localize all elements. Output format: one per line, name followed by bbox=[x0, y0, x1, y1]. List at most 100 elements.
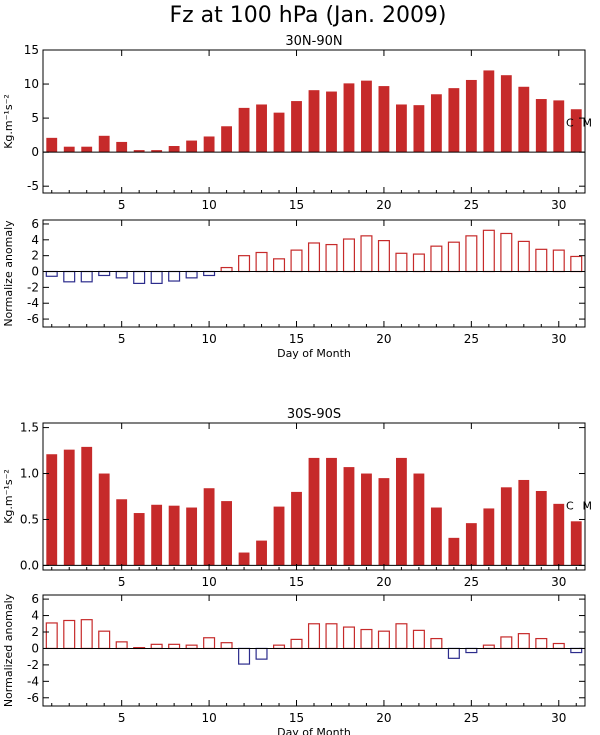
x-tick-label: 15 bbox=[289, 575, 304, 589]
bar-day-27 bbox=[500, 636, 513, 650]
bar-day-9 bbox=[186, 507, 198, 566]
bar-day-23 bbox=[430, 507, 442, 566]
bar-day-30 bbox=[552, 642, 565, 650]
bar-day-20 bbox=[377, 630, 390, 650]
bar-day-31 bbox=[570, 109, 582, 153]
y-tick-label: 2 bbox=[31, 249, 39, 263]
bar-day-22 bbox=[412, 629, 425, 650]
x-tick-label: 20 bbox=[376, 332, 391, 346]
y-tick-label: 0.5 bbox=[20, 512, 39, 526]
bar-day-29 bbox=[535, 99, 547, 153]
bar-day-15 bbox=[290, 249, 303, 273]
y-tick-label: 4 bbox=[31, 233, 39, 247]
bar-day-2 bbox=[63, 146, 75, 153]
bar-day-24 bbox=[448, 88, 460, 153]
bar-day-28 bbox=[517, 240, 530, 273]
x-tick-label: 5 bbox=[118, 332, 126, 346]
bar-day-18 bbox=[343, 83, 355, 153]
x-tick-label: 30 bbox=[551, 332, 566, 346]
bar-day-19 bbox=[361, 80, 372, 153]
y-tick-label: 15 bbox=[24, 43, 39, 57]
bar-day-17 bbox=[326, 457, 337, 566]
y-tick-label: 0 bbox=[31, 641, 39, 655]
bar-day-11 bbox=[220, 642, 233, 650]
y-tick-label: 1.0 bbox=[20, 467, 39, 481]
bar-day-16 bbox=[308, 457, 320, 566]
bar-day-22 bbox=[412, 253, 425, 273]
bar-day-24 bbox=[447, 647, 460, 659]
bar-day-7 bbox=[150, 270, 163, 285]
bar-day-24 bbox=[447, 241, 460, 273]
y-axis-label: Normalize anomaly bbox=[2, 220, 15, 327]
x-tick-label: 30 bbox=[551, 198, 566, 212]
x-tick-label: 10 bbox=[201, 575, 216, 589]
bar-day-25 bbox=[465, 235, 478, 273]
bar-day-31 bbox=[570, 521, 582, 566]
bar-day-4 bbox=[98, 135, 110, 153]
bar-day-20 bbox=[377, 240, 390, 273]
y-tick-label: -2 bbox=[27, 280, 39, 294]
bar-day-13 bbox=[255, 647, 268, 660]
x-tick-label: 15 bbox=[289, 198, 304, 212]
y-tick-label: -4 bbox=[27, 296, 39, 310]
panel-30s-90s-anomaly: -6 -4 -2 0 2 4 6 5 10 15 20 25 30 Normalized anomaly D… bbox=[2, 592, 586, 735]
bar-day-23 bbox=[430, 94, 442, 153]
bar-day-2 bbox=[63, 270, 76, 283]
y-tick-label: 0 bbox=[31, 265, 39, 279]
bar-day-27 bbox=[500, 487, 512, 566]
panel-30n-90n-flux: 30N-90N -5 0 5 10 15 5 10 15 20 25 30 Kg.m⁻¹s⁻² C M bbox=[2, 34, 592, 212]
bar-day-8 bbox=[168, 643, 181, 650]
bar-day-13 bbox=[256, 540, 267, 566]
bar-day-28 bbox=[518, 479, 530, 566]
y-tick-label: 6 bbox=[31, 592, 39, 606]
y-tick-label: -2 bbox=[27, 658, 39, 672]
bar-day-29 bbox=[535, 490, 547, 566]
bar-day-6 bbox=[133, 150, 145, 153]
bar-day-6 bbox=[133, 513, 145, 566]
bar-day-1 bbox=[45, 622, 58, 650]
bar-day-10 bbox=[203, 270, 216, 277]
bar-day-19 bbox=[360, 235, 373, 273]
bar-day-15 bbox=[291, 101, 302, 153]
bar-day-8 bbox=[168, 270, 181, 282]
annotation-cm: C M bbox=[566, 116, 592, 129]
y-tick-label: 5 bbox=[31, 111, 39, 125]
bar-day-28 bbox=[518, 86, 530, 153]
y-tick-label: 2 bbox=[31, 625, 39, 639]
bar-day-14 bbox=[273, 112, 285, 153]
y-tick-label: 0.0 bbox=[20, 558, 39, 572]
bar-day-15 bbox=[290, 638, 303, 650]
x-tick-label: 15 bbox=[289, 711, 304, 725]
bar-day-25 bbox=[465, 79, 477, 153]
bar-day-12 bbox=[238, 552, 250, 566]
x-axis-label: Day of Month bbox=[277, 726, 351, 735]
bar-day-1 bbox=[45, 270, 58, 277]
bar-day-25 bbox=[465, 647, 478, 654]
bar-day-25 bbox=[465, 523, 477, 566]
bar-day-2 bbox=[63, 449, 75, 566]
x-tick-label: 5 bbox=[118, 198, 126, 212]
y-tick-label: 10 bbox=[24, 77, 39, 91]
bar-day-4 bbox=[98, 630, 111, 650]
bar-day-21 bbox=[395, 457, 407, 566]
bar-day-7 bbox=[151, 504, 163, 566]
figure-title: Fz at 100 hPa (Jan. 2009) bbox=[169, 3, 446, 28]
bar-day-28 bbox=[517, 633, 530, 650]
bar-day-31 bbox=[570, 255, 583, 273]
y-tick-label: 6 bbox=[31, 217, 39, 231]
bar-day-29 bbox=[535, 248, 548, 273]
x-tick-label: 20 bbox=[376, 198, 391, 212]
panel-title: 30N-90N bbox=[285, 34, 342, 49]
plot-frame bbox=[42, 219, 586, 328]
bar-day-30 bbox=[552, 249, 565, 273]
y-tick-label: 4 bbox=[31, 609, 39, 623]
bar-day-19 bbox=[360, 628, 373, 650]
x-tick-label: 10 bbox=[201, 332, 216, 346]
bar-day-12 bbox=[238, 255, 251, 273]
bar-day-22 bbox=[413, 105, 425, 153]
bar-day-30 bbox=[553, 100, 565, 153]
x-tick-label: 25 bbox=[464, 332, 479, 346]
x-tick-label: 5 bbox=[118, 711, 126, 725]
bar-day-21 bbox=[395, 623, 408, 650]
x-tick-label: 5 bbox=[118, 575, 126, 589]
